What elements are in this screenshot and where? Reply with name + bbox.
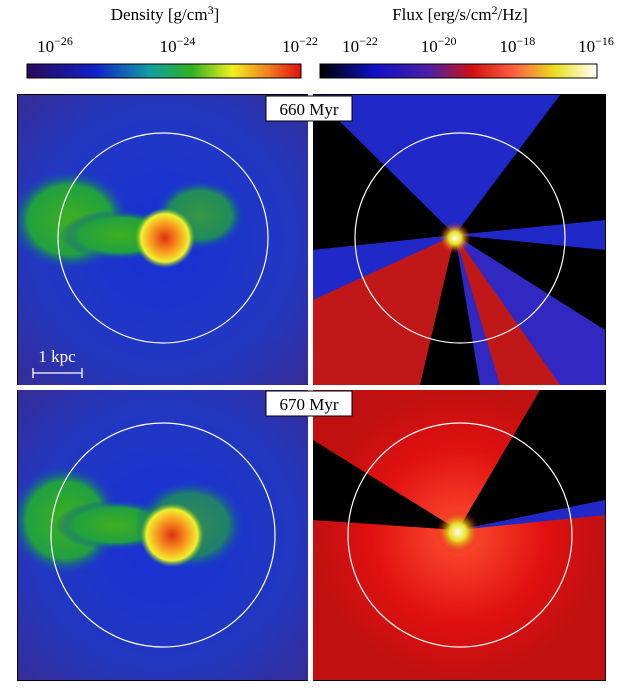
colorbar-tick-label: 10−18: [499, 34, 535, 56]
colorbar-tick-label: 10−22: [282, 34, 318, 56]
colorbar-label: Density [g/cm3]: [111, 3, 219, 24]
flux-image: [313, 95, 605, 385]
colorbar-tick-label: 10−24: [160, 34, 196, 56]
time-label: 660 Myr: [279, 100, 338, 119]
colorbar: [319, 63, 598, 79]
flux-image: [313, 390, 605, 680]
time-label: 670 Myr: [279, 395, 338, 414]
tick-exponent: −16: [595, 34, 614, 48]
tick-base: 10: [499, 37, 516, 56]
colorbar: [26, 63, 302, 79]
tick-exponent: −22: [299, 34, 318, 48]
tick-base: 10: [282, 37, 299, 56]
colorbar-density: Density [g/cm3]: [26, 3, 302, 79]
aperture-circles: [50, 132, 573, 648]
density-image: [18, 95, 308, 385]
panel-label: 660 Myr: [265, 95, 353, 122]
tick-base: 10: [421, 37, 438, 56]
colorbar-tick-label: 10−22: [342, 34, 378, 56]
panel-label: 670 Myr: [265, 390, 353, 417]
tick-base: 10: [578, 37, 595, 56]
density-image: [18, 390, 308, 680]
divider: [17, 385, 606, 390]
tick-base: 10: [37, 37, 54, 56]
colorbar-ticks: 10−26 10−24 10−22 10−22 10−20 10−18 10−16: [37, 34, 614, 56]
tick-exponent: −18: [516, 34, 535, 48]
colorbar-tick-label: 10−26: [37, 34, 73, 56]
scale-bar-label: 1 kpc: [38, 347, 76, 366]
colorbar-tick-label: 10−20: [421, 34, 457, 56]
colorbar-label: Flux [erg/s/cm2/Hz]: [392, 3, 528, 24]
tick-exponent: −20: [438, 34, 457, 48]
tick-exponent: −22: [359, 34, 378, 48]
scale-bar: [32, 368, 83, 378]
tick-base: 10: [160, 37, 177, 56]
colorbar-tick-label: 10−16: [578, 34, 614, 56]
colorbar-flux: Flux [erg/s/cm2/Hz]: [319, 3, 598, 79]
tick-base: 10: [342, 37, 359, 56]
tick-exponent: −24: [177, 34, 196, 48]
tick-exponent: −26: [54, 34, 73, 48]
